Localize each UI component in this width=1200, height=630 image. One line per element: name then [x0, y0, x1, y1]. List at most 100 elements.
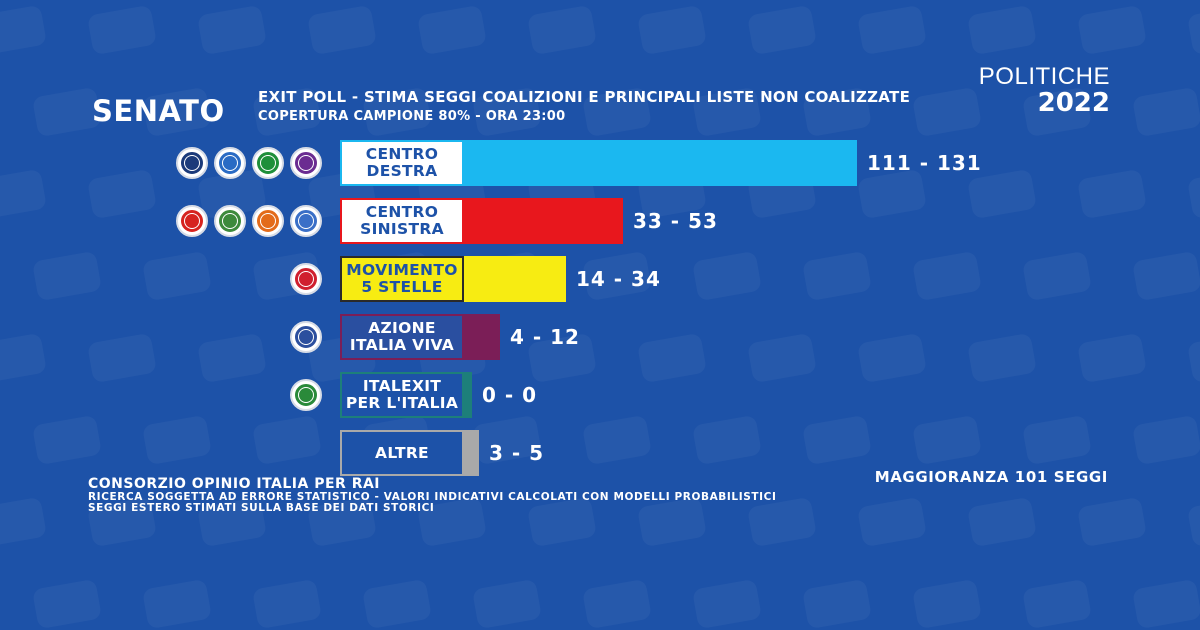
majority-note: MAGGIORANZA 101 SEGGI — [874, 468, 1108, 486]
bar — [464, 140, 857, 186]
background-tile — [1187, 496, 1200, 548]
background-tile — [802, 578, 872, 630]
disclaimer-note: RICERCA SOGGETTA AD ERRORE STATISTICO - … — [88, 491, 777, 503]
background-tile — [87, 4, 157, 56]
logo-dot — [299, 272, 313, 286]
logo-ring — [295, 210, 317, 232]
abroad-seats-note: SEGGI ESTERO STIMATI SULLA BASE DEI DATI… — [88, 502, 435, 514]
party-logos — [290, 263, 322, 295]
background-tile — [197, 332, 267, 384]
background-tile — [747, 496, 817, 548]
background-tile — [967, 4, 1037, 56]
background-tile — [472, 578, 542, 630]
logo-dot — [223, 214, 237, 228]
fratelli-d-italia-logo-icon — [176, 147, 208, 179]
party-logos — [290, 321, 322, 353]
logo-ring — [295, 384, 317, 406]
logo-dot — [261, 156, 275, 170]
logo-dot — [299, 156, 313, 170]
background-tile — [0, 4, 47, 56]
category-label: MOVIMENTO 5 STELLE — [340, 256, 464, 302]
background-tile — [1187, 4, 1200, 56]
background-tile — [582, 414, 652, 466]
value-label: 33 - 53 — [633, 209, 718, 233]
background-tile — [142, 578, 212, 630]
background-tile — [967, 496, 1037, 548]
background-tile — [252, 414, 322, 466]
background-tile — [637, 496, 707, 548]
background-tile — [32, 578, 102, 630]
background-tile — [857, 4, 927, 56]
background-tile — [0, 332, 47, 384]
background-tile — [1077, 4, 1147, 56]
background-tile — [32, 414, 102, 466]
background-tile — [0, 168, 47, 220]
background-tile — [637, 332, 707, 384]
forza-italia-logo-icon — [252, 147, 284, 179]
chart-title: EXIT POLL - STIMA SEGGI COALIZIONI E PRI… — [258, 88, 911, 106]
background-tile — [967, 332, 1037, 384]
category-label: AZIONE ITALIA VIVA — [340, 314, 464, 360]
background-tile — [692, 578, 762, 630]
background-tile — [1132, 86, 1200, 138]
brand-block: POLITICHE 2022 — [978, 63, 1110, 117]
italexit-logo-icon — [290, 379, 322, 411]
value-label: 3 - 5 — [489, 441, 545, 465]
pd-logo-icon — [176, 205, 208, 237]
background-tile — [802, 250, 872, 302]
background-tile — [1187, 168, 1200, 220]
logo-ring — [295, 152, 317, 174]
source-note: CONSORZIO OPINIO ITALIA PER RAI — [88, 476, 381, 492]
value-label: 0 - 0 — [482, 383, 538, 407]
logo-dot — [223, 156, 237, 170]
background-tile — [912, 578, 982, 630]
category-label: ITALEXIT PER L'ITALIA — [340, 372, 464, 418]
logo-ring — [257, 210, 279, 232]
logo-dot — [299, 330, 313, 344]
background-tile — [802, 414, 872, 466]
party-logos — [176, 205, 322, 237]
logo-ring — [219, 210, 241, 232]
background-tile — [32, 250, 102, 302]
background-tile — [1022, 578, 1092, 630]
movimento-5-stelle-logo-icon — [290, 263, 322, 295]
party-logos — [176, 147, 322, 179]
background-tile — [87, 332, 157, 384]
background-tile — [857, 496, 927, 548]
background-tile — [1132, 414, 1200, 466]
logo-ring — [295, 326, 317, 348]
background-tile — [1187, 332, 1200, 384]
impegno-civico-logo-icon — [214, 205, 246, 237]
value-label: 111 - 131 — [867, 151, 982, 175]
brand-title: POLITICHE — [978, 63, 1110, 90]
logo-ring — [181, 152, 203, 174]
chamber-title: SENATO — [92, 94, 225, 128]
value-label: 14 - 34 — [576, 267, 661, 291]
bar — [464, 314, 500, 360]
logo-ring — [181, 210, 203, 232]
value-label: 4 - 12 — [510, 325, 580, 349]
logo-dot — [261, 214, 275, 228]
logo-ring — [257, 152, 279, 174]
background-tile — [912, 86, 982, 138]
chart-subtitle: COPERTURA CAMPIONE 80% - ORA 23:00 — [258, 109, 566, 124]
logo-dot — [185, 214, 199, 228]
background-tile — [307, 4, 377, 56]
bar — [464, 372, 472, 418]
noi-moderati-logo-icon — [290, 147, 322, 179]
background-tile — [362, 578, 432, 630]
background-tile — [197, 4, 267, 56]
background-tile — [1022, 414, 1092, 466]
background-tile — [527, 496, 597, 548]
category-label: CENTRO DESTRA — [340, 140, 464, 186]
background-tile — [1077, 168, 1147, 220]
bar — [464, 256, 566, 302]
background-tile — [0, 496, 47, 548]
party-logos — [290, 379, 322, 411]
background-tile — [857, 332, 927, 384]
lega-logo-icon — [214, 147, 246, 179]
background-tile — [1022, 250, 1092, 302]
category-label: ALTRE — [340, 430, 464, 476]
background-tile — [582, 578, 652, 630]
background-tile — [142, 250, 212, 302]
